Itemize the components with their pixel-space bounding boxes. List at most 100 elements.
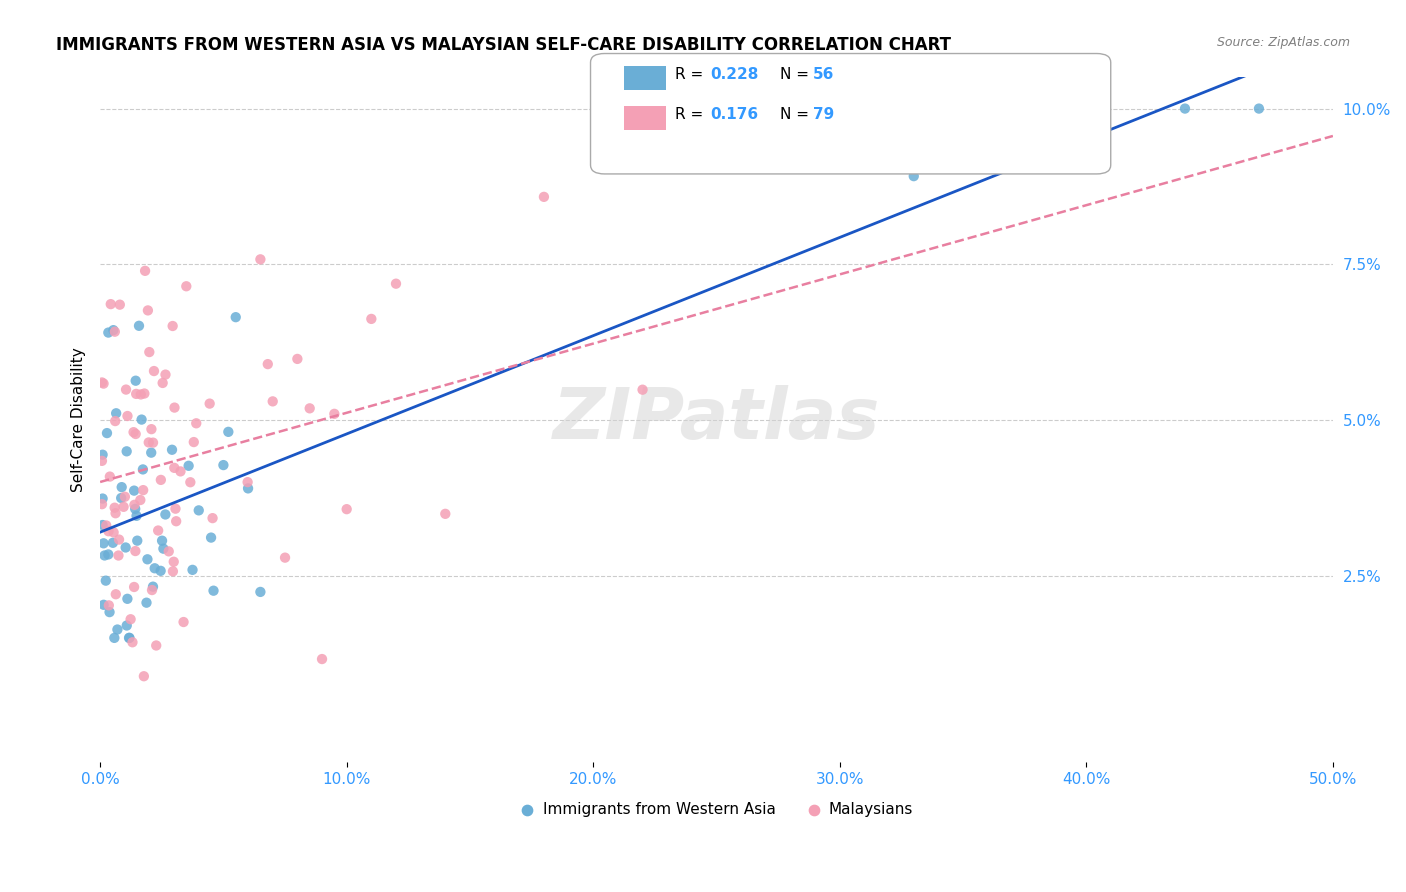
Point — [298, 401, 321, 416]
Point — [96, 426, 118, 441]
Point — [103, 525, 125, 540]
Point — [96, 518, 118, 533]
Point — [274, 550, 297, 565]
Text: 0.176: 0.176 — [710, 107, 758, 121]
Point — [104, 325, 127, 339]
Point — [104, 587, 127, 601]
Point — [104, 500, 127, 515]
Point — [155, 508, 177, 522]
Point — [97, 326, 120, 340]
Point — [225, 310, 247, 325]
Point — [115, 618, 138, 632]
Point — [97, 524, 120, 539]
Point — [104, 414, 127, 428]
Point — [1174, 102, 1197, 116]
Point — [173, 615, 195, 629]
Point — [118, 631, 141, 645]
Point — [903, 169, 925, 183]
Point — [1247, 102, 1270, 116]
Point — [115, 383, 138, 397]
Point — [103, 631, 125, 645]
Point — [177, 458, 200, 473]
Point — [143, 364, 166, 378]
Point — [124, 501, 146, 516]
Point — [132, 462, 155, 476]
Point — [146, 524, 169, 538]
Point — [111, 480, 134, 494]
Point — [163, 555, 186, 569]
Point — [152, 541, 174, 556]
Point — [236, 475, 259, 490]
Point — [91, 448, 114, 462]
Point — [149, 473, 172, 487]
Point — [90, 454, 112, 468]
Point — [385, 277, 408, 291]
Point — [141, 445, 163, 459]
Point — [631, 383, 654, 397]
Point — [202, 583, 225, 598]
Point — [93, 536, 115, 550]
Point — [125, 508, 148, 523]
Point — [183, 435, 205, 450]
Point — [533, 190, 555, 204]
Point — [162, 318, 184, 333]
Text: IMMIGRANTS FROM WESTERN ASIA VS MALAYSIAN SELF-CARE DISABILITY CORRELATION CHART: IMMIGRANTS FROM WESTERN ASIA VS MALAYSIA… — [56, 36, 952, 54]
Point — [143, 561, 166, 575]
Point — [132, 483, 155, 497]
Point — [107, 623, 129, 637]
Point — [120, 612, 142, 626]
Point — [94, 574, 117, 588]
Point — [176, 279, 198, 293]
Point — [103, 323, 125, 337]
Point — [200, 531, 222, 545]
Point — [117, 409, 139, 423]
Point — [97, 548, 120, 562]
Point — [236, 482, 259, 496]
Point — [145, 639, 167, 653]
Point — [360, 312, 382, 326]
Point — [163, 401, 186, 415]
Point — [108, 298, 131, 312]
Point — [198, 396, 221, 410]
Point — [134, 264, 156, 278]
Point — [1026, 102, 1049, 116]
Point — [179, 475, 201, 490]
Point — [142, 435, 165, 450]
Point — [91, 491, 114, 506]
Point — [118, 631, 141, 645]
Point — [162, 565, 184, 579]
Point — [181, 563, 204, 577]
Point — [311, 652, 333, 666]
Point — [256, 357, 278, 371]
Point — [323, 407, 346, 421]
Point — [138, 435, 160, 450]
Point — [262, 394, 284, 409]
Point — [287, 351, 309, 366]
Legend: Immigrants from Western Asia, Malaysians: Immigrants from Western Asia, Malaysians — [513, 796, 920, 823]
Point — [98, 469, 121, 483]
Point — [114, 490, 136, 504]
Point — [98, 605, 121, 619]
Point — [142, 580, 165, 594]
Point — [201, 511, 224, 525]
Point — [117, 591, 139, 606]
Point — [124, 498, 146, 512]
Point — [186, 417, 208, 431]
Text: 0.228: 0.228 — [710, 67, 758, 81]
Point — [163, 461, 186, 475]
Point — [93, 376, 115, 391]
Point — [91, 376, 114, 390]
Point — [249, 585, 271, 599]
Point — [104, 506, 127, 520]
Point — [122, 425, 145, 439]
Point — [141, 422, 163, 436]
Text: N =: N = — [780, 107, 814, 121]
Point — [122, 580, 145, 594]
Point — [121, 635, 143, 649]
Point — [122, 483, 145, 498]
Text: R =: R = — [675, 107, 709, 121]
Point — [160, 442, 183, 457]
Text: Source: ZipAtlas.com: Source: ZipAtlas.com — [1216, 36, 1350, 49]
Text: ZIPatlas: ZIPatlas — [553, 385, 880, 454]
Text: N =: N = — [780, 67, 814, 81]
